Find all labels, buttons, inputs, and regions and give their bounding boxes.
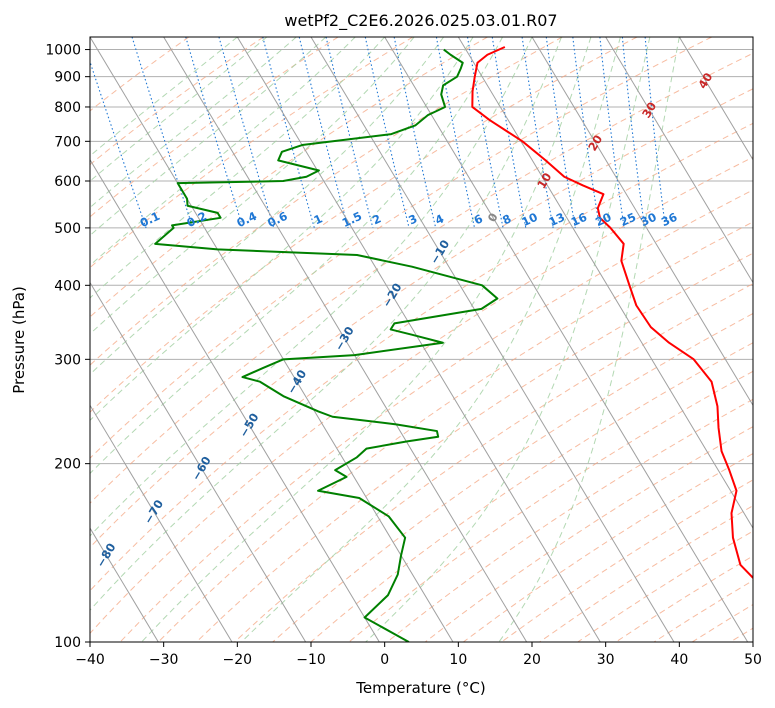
isotherm: [90, 527, 159, 642]
x-tick-label: −10: [296, 652, 326, 668]
isotherm: [605, 37, 753, 284]
y-tick-label: 200: [54, 457, 81, 473]
dry-adiabat: [310, 342, 753, 642]
y-tick-label: 900: [54, 70, 81, 86]
dry-adiabat: [90, 37, 264, 166]
x-tick-label: −30: [149, 652, 179, 668]
sounding-line: [154, 48, 499, 642]
dry-adiabat: [90, 37, 190, 112]
dry-adiabats: [90, 37, 753, 642]
plot-background: [90, 37, 753, 642]
mixing-ratio-label: 10: [519, 210, 539, 229]
mixing-ratio-label: 20: [593, 210, 613, 229]
mixing-ratio-line: [621, 37, 646, 228]
y-tick-label: 400: [54, 278, 81, 294]
y-axis-ticks: 100 200 300 400 500 600 700 800 900 1000: [45, 43, 90, 651]
mixing-ratio-line: [599, 37, 625, 228]
dry-adiabat: [157, 221, 753, 642]
mixing-ratio-label: 30: [638, 210, 658, 229]
isotherm: [310, 37, 675, 642]
isotherm: [90, 281, 307, 642]
sounding-traces: [154, 46, 753, 642]
y-tick-label: 600: [54, 174, 81, 190]
x-axis-label: Temperature (°C): [355, 679, 485, 697]
moist-adiabat: [498, 37, 680, 642]
mixing-ratio-lines: [90, 37, 666, 229]
mixing-ratio-line: [364, 37, 410, 229]
x-tick-label: −20: [223, 652, 253, 668]
y-tick-label: 1000: [45, 43, 81, 59]
x-axis-ticks: −40 −30 −20 −10 0 10 20 30 40 50: [75, 642, 762, 668]
mixing-ratio-line: [218, 37, 275, 229]
mixing-ratio-line: [572, 37, 601, 228]
y-tick-label: 100: [54, 635, 81, 651]
dry-adiabat: [119, 189, 753, 642]
isotherm: [236, 37, 601, 642]
moist-adiabat: [90, 37, 327, 237]
moist-adiabat: [90, 37, 562, 611]
moist-adiabat: [90, 37, 386, 299]
x-tick-label: 40: [670, 652, 688, 668]
y-tick-label: 700: [54, 134, 81, 150]
moist-adiabat: [90, 37, 533, 537]
plot-area: −100−90−80−70−60−50−40−30−20−10010203040…: [90, 37, 753, 642]
moist-adiabat: [90, 37, 356, 266]
sounding-line: [471, 46, 753, 580]
isotherms: [90, 37, 753, 642]
dry-adiabat: [90, 52, 753, 504]
x-tick-label: 30: [597, 652, 615, 668]
mixing-ratio-line: [185, 37, 244, 229]
mixing-ratio-line: [298, 37, 349, 229]
mixing-ratio-line: [131, 37, 194, 229]
mixing-ratio-line: [325, 37, 374, 229]
mixing-ratio-label: 13: [547, 210, 567, 229]
pressure-gridlines: [90, 49, 753, 642]
isotherm: [90, 37, 454, 642]
moist-adiabat: [90, 37, 474, 421]
mixing-ratio-line: [545, 37, 576, 228]
mixing-ratio-label: 16: [569, 210, 589, 229]
isotherm: [678, 37, 753, 161]
isotherm: [90, 158, 380, 642]
chart-title: wetPf2_C2E6.2026.025.03.01.R07: [284, 11, 557, 31]
moist-adiabat: [90, 37, 445, 375]
dry-adiabat: [90, 37, 488, 318]
plot-frame: [89, 36, 754, 643]
x-tick-label: 0: [380, 652, 389, 668]
isotherm: [384, 37, 749, 642]
isotherm: [531, 37, 753, 407]
dry-adiabat: [196, 252, 753, 642]
dry-adiabat: [90, 37, 712, 459]
moist-adiabat: [141, 37, 592, 642]
isotherm: [90, 404, 233, 642]
y-axis-label: Pressure (hPa): [10, 286, 28, 394]
dry-adiabat: [90, 37, 563, 366]
moist-adiabat: [90, 37, 297, 209]
y-tick-label: 300: [54, 352, 81, 368]
x-tick-label: 10: [449, 652, 467, 668]
moist-adiabats: [90, 37, 680, 642]
dry-adiabat: [90, 37, 638, 413]
mixing-ratio-label: 25: [618, 210, 638, 229]
mixing-ratio-label: 36: [659, 210, 679, 229]
mixing-ratio-line: [644, 37, 666, 228]
mixing-ratio-line: [262, 37, 315, 229]
moist-adiabat: [241, 37, 621, 642]
isotherm: [163, 37, 528, 642]
moist-adiabat: [90, 37, 503, 475]
x-tick-label: 20: [523, 652, 541, 668]
dry-adiabat: [348, 370, 753, 642]
mixing-ratio-line: [521, 37, 554, 228]
x-tick-label: −40: [75, 652, 105, 668]
y-tick-label: 800: [54, 100, 81, 116]
moist-adiabat: [365, 37, 651, 642]
x-tick-label: 50: [744, 652, 762, 668]
y-tick-label: 500: [54, 221, 81, 237]
